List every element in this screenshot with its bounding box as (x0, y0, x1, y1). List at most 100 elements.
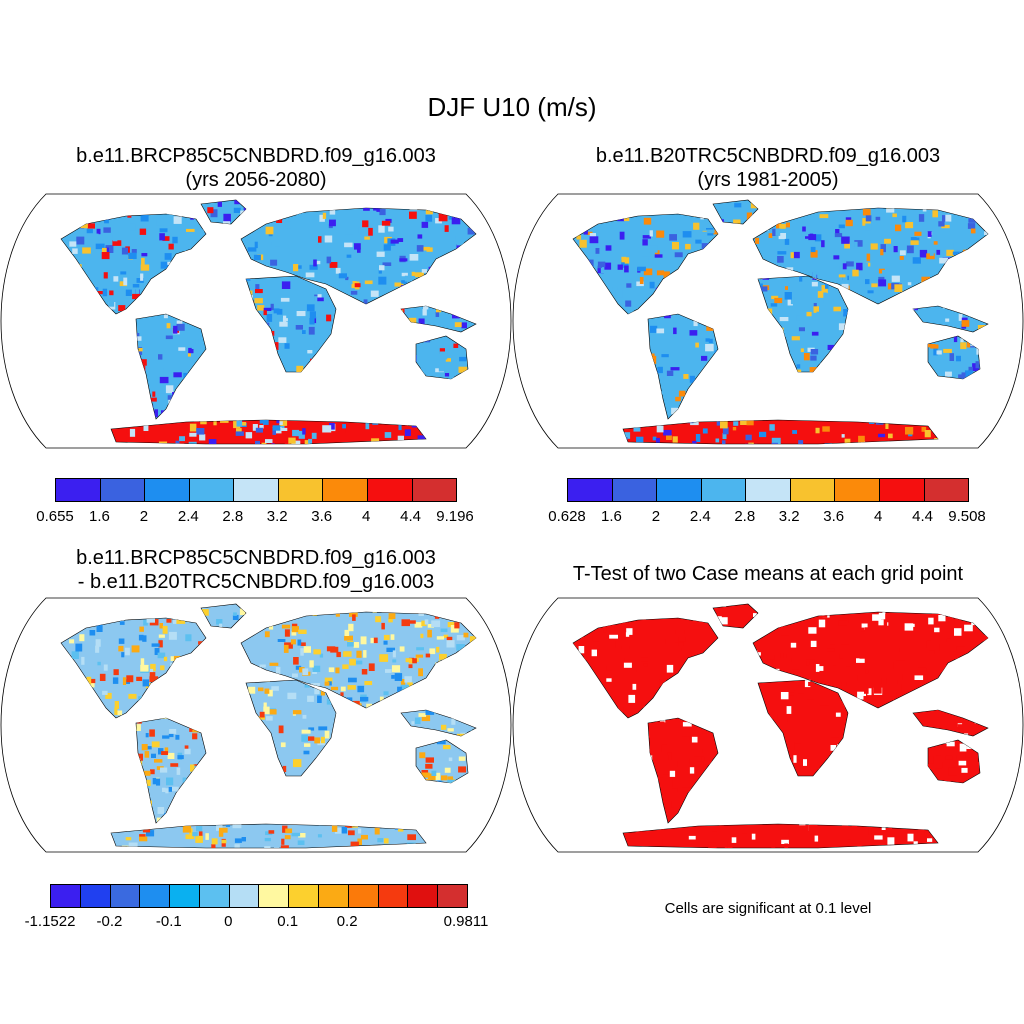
legend-swatch (568, 479, 613, 501)
continent-southAmerica (135, 313, 207, 420)
panel3-map (0, 597, 512, 853)
significance-note: Cells are significant at 0.1 level (664, 900, 872, 917)
panel3-legend-bar (50, 884, 468, 908)
legend-tick-label: 9.196 (436, 508, 474, 525)
panel1-legend-bar (55, 478, 457, 502)
legend-swatch (229, 885, 260, 907)
legend-tick-label: 2 (651, 508, 661, 525)
continent-greenland (712, 603, 759, 629)
legend-swatch (110, 885, 141, 907)
panel1-title-line1: b.e11.BRCP85C5CNBDRD.f09_g16.003 (76, 145, 436, 167)
legend-swatch (612, 479, 658, 501)
legend-tick-label: -0.1 (155, 913, 182, 930)
legend-tick-label: 4 (873, 508, 883, 525)
panel2-map (512, 193, 1024, 449)
legend-tick-label: 2.4 (689, 508, 711, 525)
panel2-title: b.e11.B20TRC5CNBDRD.f09_g16.003 (yrs 198… (518, 144, 1018, 192)
panel2-title-line2: (yrs 1981-2005) (697, 169, 839, 191)
legend-swatch (189, 479, 235, 501)
legend-swatch (378, 885, 409, 907)
legend-tick-label: 2.8 (222, 508, 244, 525)
legend-swatch (80, 885, 111, 907)
continent-eurasia (240, 207, 477, 305)
panel3-title-line2: - b.e11.B20TRC5CNBDRD.f09_g16.003 (77, 571, 435, 593)
legend-tick-label: 3.6 (823, 508, 845, 525)
panel1-title-line2: (yrs 2056-2080) (185, 169, 327, 191)
panel1-title: b.e11.BRCP85C5CNBDRD.f09_g16.003 (yrs 20… (6, 144, 506, 192)
legend-swatch (259, 885, 290, 907)
continent-northAmerica (572, 213, 719, 315)
continent-africa (757, 679, 849, 777)
legend-tick-label: 1.6 (89, 508, 110, 525)
panel3-title: b.e11.BRCP85C5CNBDRD.f09_g16.003 - b.e11… (6, 546, 506, 594)
continent-northAmerica (60, 617, 207, 719)
continent-northAmerica (572, 617, 719, 719)
legend-tick-label: 9.508 (948, 508, 986, 525)
legend-tick-label: 0.9811 (443, 913, 489, 930)
legend-tick-label: 3.6 (311, 508, 333, 525)
legend-tick-label: -0.2 (96, 913, 123, 930)
continent-eurasia (240, 611, 477, 709)
panel4-title-line1: T-Test of two Case means at each grid po… (572, 563, 964, 585)
map-border (512, 193, 1024, 449)
legend-tick-label: -1.1522 (24, 913, 76, 930)
legend-swatch (140, 885, 171, 907)
panel4-map (512, 597, 1024, 853)
panel2-legend-ticks: 0.628 1.6 2 2.4 2.8 3.2 3.6 4 4.4 9.508 (548, 508, 986, 528)
panel1-map (0, 193, 512, 449)
legend-swatch (319, 885, 349, 907)
legend-tick-label: 0.655 (36, 508, 74, 525)
legend-swatch (408, 885, 439, 907)
legend-tick-label: 3.2 (778, 508, 800, 525)
map-border (512, 597, 1024, 853)
panel2-legend-bar (567, 478, 969, 502)
legend-swatch (879, 479, 925, 501)
panel3-title-line1: b.e11.BRCP85C5CNBDRD.f09_g16.003 (76, 547, 436, 569)
legend-swatch (234, 479, 279, 501)
continent-seAsia (912, 709, 989, 737)
legend-swatch (746, 479, 791, 501)
figure-title: DJF U10 (m/s) (427, 92, 597, 122)
legend-tick-label: 0.628 (548, 508, 586, 525)
legend-tick-label: 4 (361, 508, 371, 525)
legend-swatch (438, 885, 467, 907)
legend-swatch (348, 885, 379, 907)
legend-tick-label: 0.1 (277, 913, 299, 930)
continent-greenland (200, 603, 247, 629)
continent-eurasia (752, 611, 989, 709)
continent-australia (415, 739, 469, 784)
map-border (0, 193, 512, 449)
legend-swatch (323, 479, 368, 501)
panel2-title-line1: b.e11.B20TRC5CNBDRD.f09_g16.003 (595, 145, 941, 167)
continent-antarctica (110, 823, 427, 849)
legend-swatch (56, 479, 101, 501)
legend-swatch (790, 479, 836, 501)
legend-tick-label: 0.2 (336, 913, 358, 930)
legend-tick-label: 2.4 (177, 508, 199, 525)
legend-swatch (657, 479, 702, 501)
legend-tick-label: 3.2 (266, 508, 288, 525)
legend-tick-label: 4.4 (912, 508, 933, 525)
panel4-title: T-Test of two Case means at each grid po… (518, 562, 1018, 586)
legend-swatch (289, 885, 320, 907)
panel3-legend-ticks: -1.1522 -0.2 -0.1 0 0.1 0.2 0.9811 (25, 913, 489, 933)
legend-tick-label: 0 (224, 913, 233, 930)
continent-seAsia (912, 305, 989, 333)
legend-swatch (51, 885, 81, 907)
continent-southAmerica (647, 313, 719, 420)
legend-swatch (145, 479, 190, 501)
legend-swatch (412, 479, 457, 501)
legend-swatch (170, 885, 200, 907)
legend-swatch (278, 479, 324, 501)
continent-africa (757, 275, 849, 373)
legend-tick-label: 1.6 (601, 508, 622, 525)
continent-africa (245, 679, 337, 777)
legend-swatch (100, 479, 146, 501)
continent-southAmerica (647, 717, 719, 824)
legend-swatch (924, 479, 969, 501)
legend-tick-label: 2.8 (734, 508, 756, 525)
legend-swatch (367, 479, 413, 501)
legend-tick-label: 4.4 (400, 508, 421, 525)
legend-swatch (835, 479, 880, 501)
continent-greenland (200, 199, 247, 225)
